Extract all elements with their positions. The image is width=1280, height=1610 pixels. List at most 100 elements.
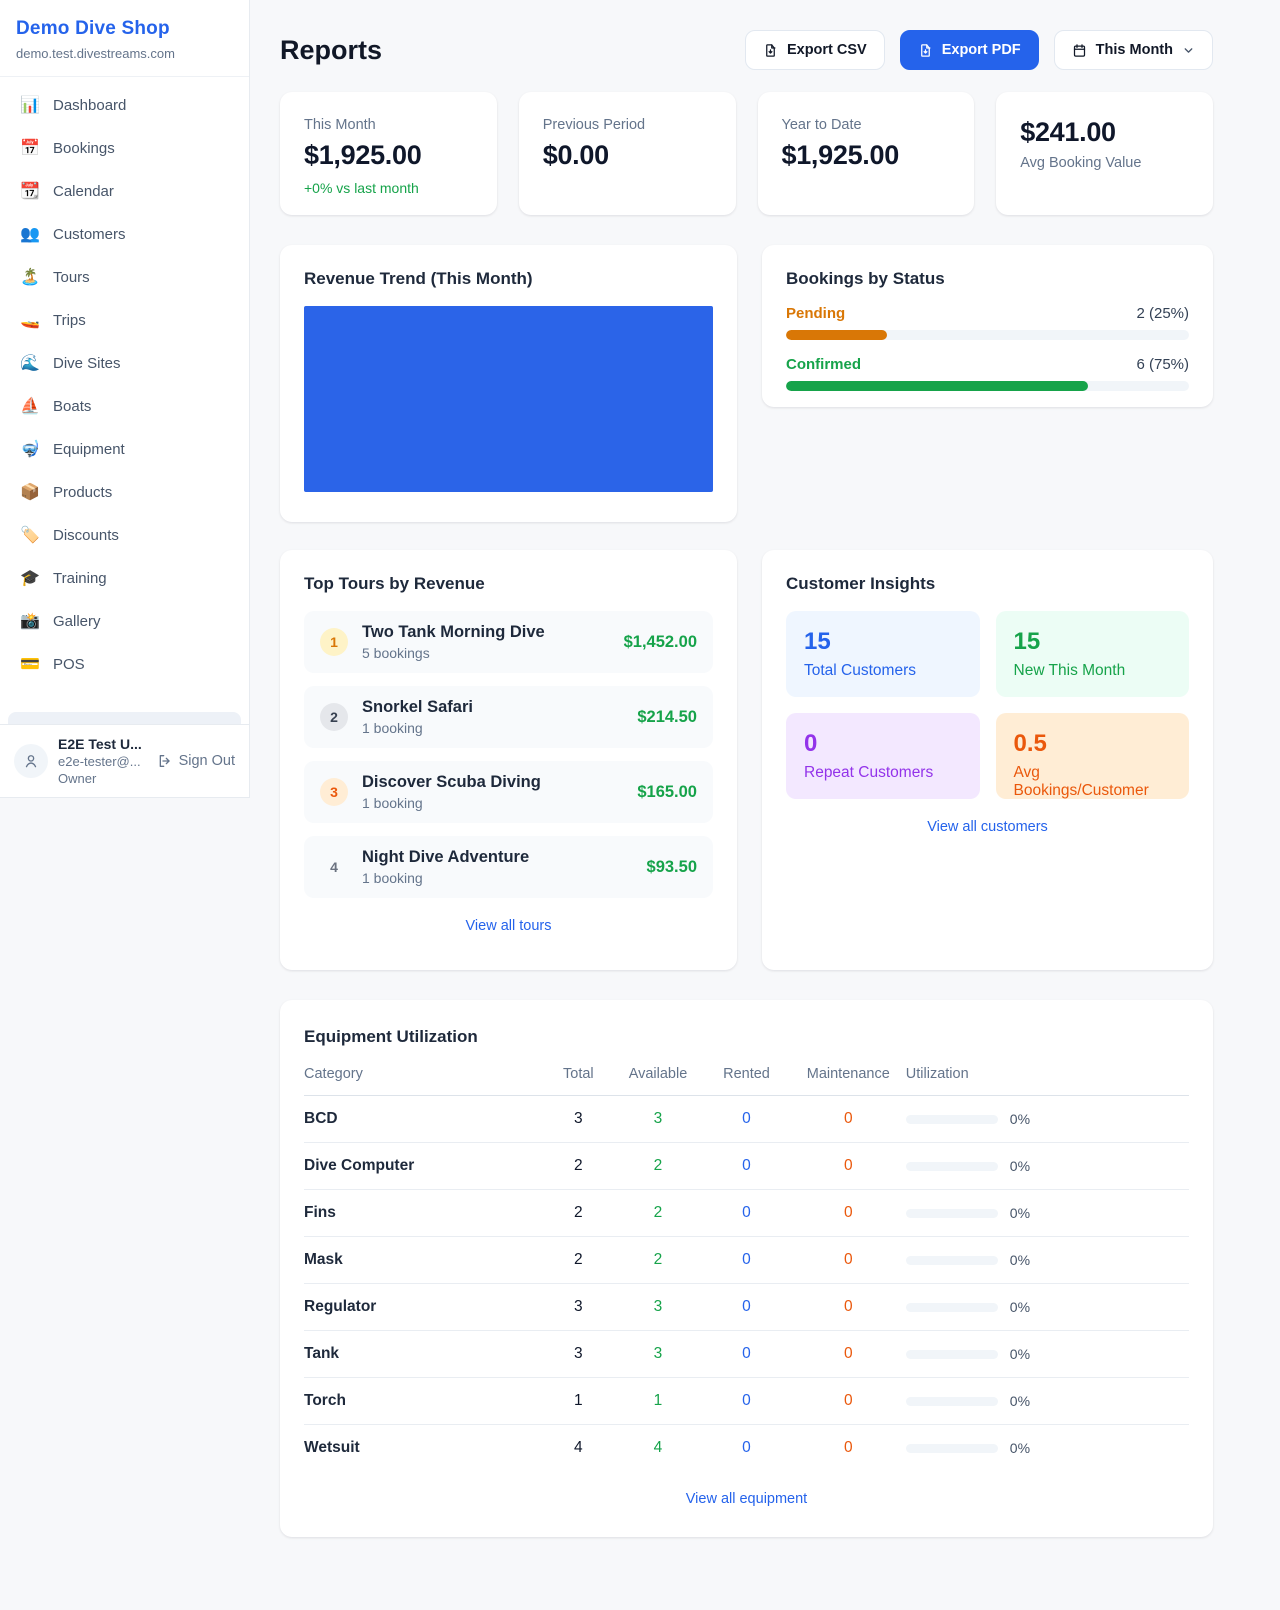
- table-row: BCD 3 3 0 0 0%: [304, 1095, 1189, 1143]
- sidebar-item-label: POS: [53, 655, 85, 673]
- user-name: E2E Test U...: [58, 736, 142, 752]
- view-all-customers-link[interactable]: View all customers: [927, 819, 1048, 835]
- file-download-icon: [920, 43, 931, 57]
- wave-icon: 🌊: [20, 355, 40, 372]
- insight-label: New This Month: [1013, 662, 1126, 679]
- table-row: Fins 2 2 0 0 0%: [304, 1189, 1189, 1237]
- sidebar-item-customers[interactable]: 👥 Customers: [8, 216, 241, 252]
- calendar-icon: [1073, 43, 1085, 57]
- table-row: Dive Computer 2 2 0 0 0%: [304, 1142, 1189, 1190]
- stats-row: This Month $1,925.00 +0% vs last month P…: [280, 92, 1213, 215]
- sidebar-item-trips[interactable]: 🚤 Trips: [8, 302, 241, 338]
- sidebar: Demo Dive Shop demo.test.divestreams.com…: [0, 0, 250, 798]
- sidebar-item-label: Boats: [53, 397, 92, 415]
- view-all-equipment-link[interactable]: View all equipment: [685, 1491, 808, 1507]
- table-row: Torch 1 1 0 0 0%: [304, 1377, 1189, 1425]
- column-header-total: Total: [542, 1066, 614, 1096]
- sidebar-nav: 📊 Dashboard 📅 Bookings 📆 Calendar 👥 Cust…: [0, 77, 249, 724]
- insight-value: 15: [1013, 628, 1041, 655]
- stat-label: Previous Period: [542, 117, 646, 133]
- column-header-utilization: Utilization: [905, 1066, 1189, 1096]
- column-header-available: Available: [613, 1066, 703, 1096]
- table-row: Tank 3 3 0 0 0%: [304, 1330, 1189, 1378]
- status-label: Confirmed: [786, 356, 861, 373]
- utilization-track: [905, 1255, 998, 1265]
- tag-icon: 🏷️: [20, 527, 40, 544]
- tour-revenue: $214.50: [637, 707, 697, 726]
- stat-value: $1,925.00: [781, 140, 900, 170]
- revenue-trend-chart: [304, 306, 713, 492]
- utilization-percent: 0%: [1009, 1299, 1031, 1315]
- sidebar-item-gallery[interactable]: 📸 Gallery: [8, 603, 241, 639]
- period-select[interactable]: This Month: [1053, 30, 1213, 70]
- table-row: Mask 2 2 0 0 0%: [304, 1236, 1189, 1284]
- tour-name: Discover Scuba Diving: [362, 773, 541, 791]
- sidebar-item-dashboard[interactable]: 📊 Dashboard: [8, 87, 241, 123]
- status-label: Pending: [786, 305, 846, 322]
- revenue-trend-panel: Revenue Trend (This Month): [280, 245, 737, 522]
- sidebar-item-label: Dashboard: [53, 96, 127, 114]
- utilization-track: [905, 1349, 998, 1359]
- sidebar-item-label: Tours: [53, 268, 90, 286]
- sidebar-item-label: Products: [53, 483, 113, 501]
- sidebar-item-equipment[interactable]: 🤿 Equipment: [8, 431, 241, 467]
- page-title: Reports: [280, 34, 383, 65]
- sidebar-item-label: Trips: [53, 311, 86, 329]
- calendar-icon: 📆: [20, 183, 40, 200]
- progress-fill: [786, 330, 887, 340]
- stat-label: Avg Booking Value: [1020, 155, 1142, 171]
- user-section: E2E Test U... e2e-tester@... Owner Sign …: [0, 724, 249, 797]
- sign-out-icon: [159, 755, 170, 767]
- panel-title: Equipment Utilization: [304, 1027, 478, 1046]
- export-pdf-button[interactable]: Export PDF: [899, 30, 1039, 70]
- customer-insights-panel: Customer Insights 15 Total Customers 15 …: [762, 550, 1213, 970]
- utilization-percent: 0%: [1009, 1346, 1031, 1362]
- avatar: [14, 744, 48, 778]
- user-info: E2E Test U... e2e-tester@... Owner: [58, 736, 147, 786]
- credit-card-icon: 💳: [20, 656, 40, 673]
- stat-label: Year to Date: [781, 117, 862, 133]
- utilization-track: [905, 1396, 998, 1406]
- sidebar-item-tours[interactable]: 🏝️ Tours: [8, 259, 241, 295]
- sidebar-item-label: Customers: [53, 225, 126, 243]
- sidebar-item-products[interactable]: 📦 Products: [8, 474, 241, 510]
- stat-card-avg-booking-value: $241.00 Avg Booking Value: [996, 92, 1213, 215]
- insight-tile-new-this-month: 15 New This Month: [995, 611, 1189, 697]
- utilization-track: [905, 1443, 998, 1453]
- sidebar-item-calendar[interactable]: 📆 Calendar: [8, 173, 241, 209]
- rank-badge: 4: [330, 859, 338, 875]
- tour-revenue: $93.50: [646, 857, 697, 876]
- sidebar-item-dive-sites[interactable]: 🌊 Dive Sites: [8, 345, 241, 381]
- export-csv-button[interactable]: Export CSV: [744, 30, 885, 70]
- utilization-percent: 0%: [1009, 1252, 1031, 1268]
- bookings-by-status-panel: Bookings by Status Pending 2 (25%) Confi…: [762, 245, 1213, 407]
- sidebar-item-discounts[interactable]: 🏷️ Discounts: [8, 517, 241, 553]
- sign-out-button[interactable]: Sign Out: [157, 753, 235, 769]
- tour-bookings: 1 booking: [362, 795, 423, 811]
- stat-delta: +0% vs last month: [304, 180, 419, 196]
- stat-value: $0.00: [542, 140, 609, 170]
- view-all-tours-link[interactable]: View all tours: [465, 918, 552, 934]
- graduation-cap-icon: 🎓: [20, 570, 40, 587]
- sidebar-item-training[interactable]: 🎓 Training: [8, 560, 241, 596]
- table-row: Regulator 3 3 0 0 0%: [304, 1283, 1189, 1331]
- rank-badge: 3: [320, 778, 348, 806]
- equipment-utilization-panel: Equipment Utilization Category Total Ava…: [280, 1000, 1213, 1537]
- sidebar-header: Demo Dive Shop demo.test.divestreams.com: [0, 0, 249, 77]
- panel-title: Top Tours by Revenue: [304, 574, 485, 593]
- tour-revenue: $1,452.00: [623, 632, 697, 651]
- utilization-percent: 0%: [1009, 1393, 1031, 1409]
- utilization-track: [905, 1114, 998, 1124]
- tour-list: 1 Two Tank Morning Dive 5 bookings $1,45…: [304, 611, 713, 898]
- status-value: 6 (75%): [1136, 356, 1189, 373]
- shop-domain: demo.test.divestreams.com: [16, 46, 175, 61]
- sidebar-item-reports-active-partial[interactable]: [8, 712, 241, 724]
- sidebar-item-label: Dive Sites: [53, 354, 121, 372]
- sidebar-item-bookings[interactable]: 📅 Bookings: [8, 130, 241, 166]
- sidebar-item-pos[interactable]: 💳 POS: [8, 646, 241, 682]
- panel-title: Customer Insights: [786, 574, 936, 593]
- sidebar-item-label: Discounts: [53, 526, 119, 544]
- status-value: 2 (25%): [1136, 305, 1189, 322]
- sidebar-item-boats[interactable]: ⛵ Boats: [8, 388, 241, 424]
- insight-value: 15: [804, 628, 831, 655]
